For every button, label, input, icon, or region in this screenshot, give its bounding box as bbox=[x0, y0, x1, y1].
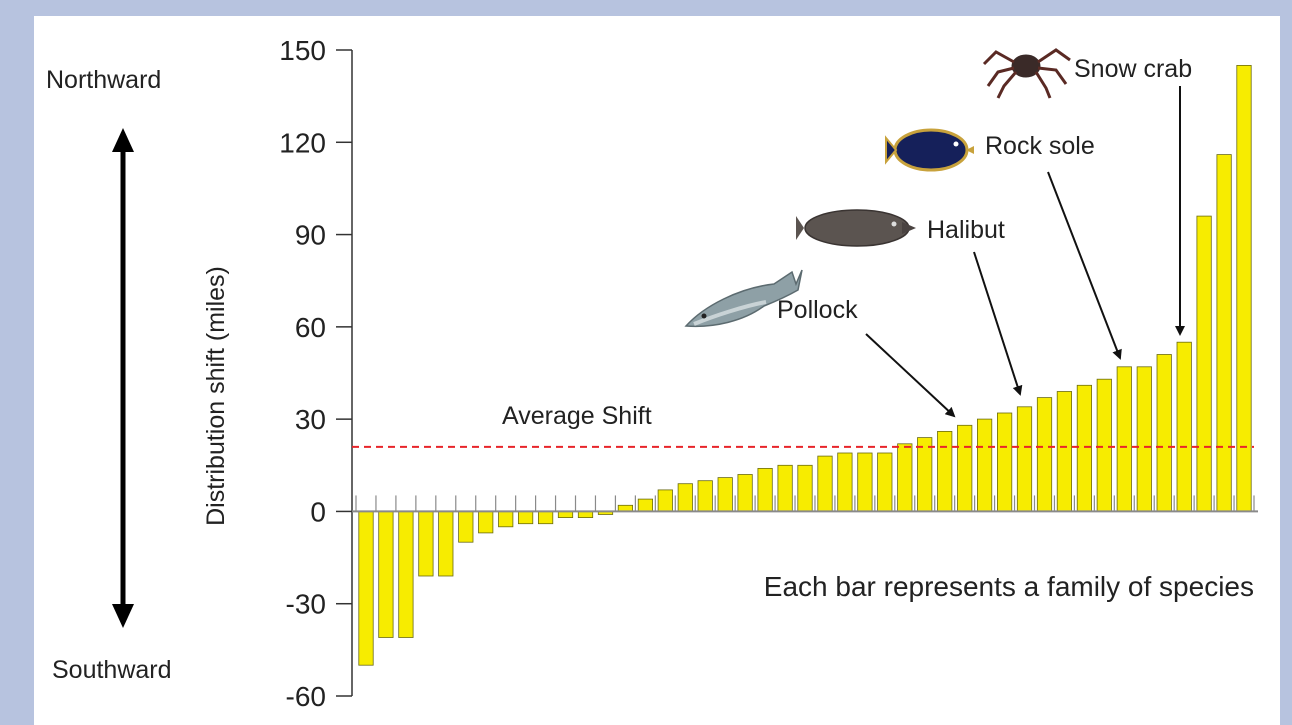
bar bbox=[438, 510, 454, 577]
bar bbox=[677, 483, 693, 512]
bar bbox=[877, 452, 893, 512]
y-tick-label: -60 bbox=[286, 681, 326, 712]
bar bbox=[1096, 378, 1112, 512]
y-tick-label: 90 bbox=[295, 220, 326, 251]
bar bbox=[657, 489, 673, 512]
bar bbox=[757, 467, 773, 512]
rock-sole-label: Rock sole bbox=[985, 132, 1095, 160]
northward-label: Northward bbox=[46, 66, 161, 94]
bar bbox=[977, 418, 993, 512]
y-axis: 150 120 90 60 30 0 -30 -60 bbox=[279, 35, 353, 712]
bar bbox=[1156, 354, 1172, 512]
rock-sole-fish-icon bbox=[885, 128, 974, 172]
bar bbox=[537, 510, 554, 525]
pollock-arrow bbox=[865, 333, 956, 418]
bar bbox=[637, 498, 654, 512]
bar bbox=[737, 474, 753, 512]
snow-crab-icon bbox=[982, 48, 1071, 99]
bar bbox=[997, 412, 1013, 512]
bar bbox=[797, 464, 813, 512]
bar bbox=[1136, 366, 1152, 512]
bar bbox=[817, 455, 833, 512]
chart-panel: Northward Southward Distribution shift (… bbox=[34, 16, 1280, 725]
bar bbox=[1236, 65, 1252, 512]
y-tick-label: 30 bbox=[295, 404, 326, 435]
pollock-label: Pollock bbox=[777, 296, 858, 324]
bar bbox=[358, 510, 374, 666]
bar bbox=[378, 510, 394, 638]
halibut-fish-icon bbox=[796, 209, 916, 247]
y-tick-label: -30 bbox=[286, 589, 326, 620]
bar bbox=[937, 430, 953, 512]
distribution-shift-chart: Northward Southward Distribution shift (… bbox=[46, 35, 1258, 712]
bar bbox=[777, 464, 793, 512]
bars-group bbox=[358, 65, 1252, 666]
bar bbox=[717, 477, 733, 512]
y-tick-label: 0 bbox=[310, 496, 326, 527]
bar bbox=[837, 452, 853, 512]
bar bbox=[857, 452, 873, 512]
bar bbox=[1016, 406, 1033, 512]
bar bbox=[398, 510, 414, 638]
bar bbox=[418, 510, 434, 577]
halibut-arrow bbox=[973, 251, 1023, 396]
halibut-label: Halibut bbox=[927, 216, 1005, 244]
bar bbox=[957, 424, 973, 512]
bar bbox=[1116, 366, 1132, 512]
bar bbox=[478, 510, 494, 534]
y-tick-label: 150 bbox=[279, 35, 326, 66]
average-shift-label: Average Shift bbox=[502, 402, 652, 430]
annotation-arrows bbox=[865, 86, 1185, 418]
bar bbox=[897, 443, 913, 512]
bar bbox=[1076, 384, 1092, 512]
bar bbox=[1056, 391, 1073, 512]
bar bbox=[1176, 341, 1192, 512]
bar bbox=[1196, 215, 1212, 512]
zero-baseline bbox=[352, 495, 1258, 513]
pollock-fish-icon bbox=[684, 269, 803, 328]
y-axis-label: Distribution shift (miles) bbox=[202, 266, 230, 526]
y-tick-label: 120 bbox=[279, 127, 326, 158]
southward-label: Southward bbox=[52, 656, 172, 684]
rock-sole-arrow bbox=[1047, 171, 1122, 360]
bar bbox=[458, 510, 474, 543]
bar bbox=[917, 437, 933, 512]
bar bbox=[498, 510, 514, 528]
snow-crab-label: Snow crab bbox=[1074, 55, 1192, 83]
direction-arrow bbox=[112, 128, 134, 628]
bars-note: Each bar represents a family of species bbox=[764, 571, 1254, 602]
bar bbox=[517, 510, 534, 525]
bar bbox=[697, 480, 713, 512]
bar bbox=[1216, 154, 1232, 512]
bar bbox=[1036, 397, 1053, 512]
y-tick-label: 60 bbox=[295, 312, 326, 343]
